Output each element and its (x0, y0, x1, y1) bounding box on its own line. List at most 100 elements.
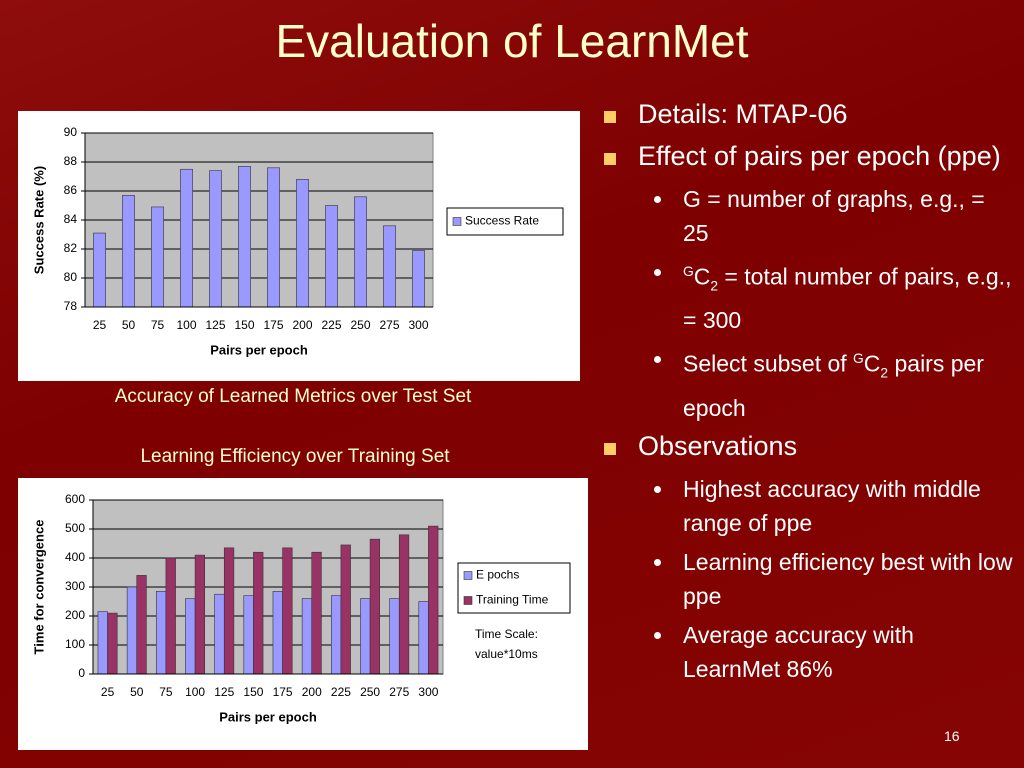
bar (126, 586, 138, 675)
y-tick-label: 0 (78, 666, 85, 680)
bullet-text: 2 (710, 278, 719, 294)
x-tick-label: 225 (331, 685, 351, 699)
x-tick-label: 100 (185, 685, 205, 699)
x-axis-label: Pairs per epoch (210, 342, 308, 357)
x-tick-label: 275 (389, 685, 409, 699)
y-tick-label: 90 (64, 125, 78, 139)
x-tick-label: 25 (93, 318, 107, 332)
bullet-text: Observations (638, 430, 798, 461)
bar (209, 170, 222, 308)
bullet-text: C (863, 350, 881, 377)
bar (428, 525, 439, 675)
y-axis-label: Time for convergence (31, 520, 46, 655)
bar (272, 591, 283, 675)
x-tick-label: 125 (214, 685, 234, 699)
bar (412, 250, 425, 308)
bar (398, 534, 410, 675)
bar (360, 598, 371, 675)
bar (369, 538, 381, 675)
bar (325, 205, 338, 308)
legend-label: E pochs (476, 568, 519, 582)
bar (194, 554, 206, 675)
bullet-text: Average accuracy with LearnMet 86% (683, 621, 914, 682)
bullet: Select subset of GC2 pairs per epoch (598, 342, 1014, 424)
x-tick-label: 150 (243, 685, 263, 699)
y-tick-label: 300 (65, 579, 85, 593)
x-tick-label: 175 (263, 318, 283, 332)
bar (180, 168, 193, 308)
bullet: Learning efficiency best with low ppe (598, 545, 1014, 613)
bullet-text: Select subset of (683, 350, 854, 377)
y-tick-label: 100 (65, 637, 85, 651)
bar (340, 544, 351, 675)
y-tick-label: 400 (65, 550, 85, 564)
x-tick-label: 200 (292, 318, 312, 332)
bullet-text: Highest accuracy with middle range of pp… (683, 475, 981, 536)
x-tick-label: 175 (273, 685, 293, 699)
x-tick-label: 100 (176, 318, 196, 332)
y-tick-label: 78 (64, 299, 78, 313)
bar (151, 206, 164, 308)
y-tick-label: 82 (64, 241, 78, 255)
x-tick-label: 75 (151, 318, 165, 332)
bullet-text: G = number of graphs, e.g., = 25 (683, 186, 985, 246)
annotation: value*10ms (475, 647, 538, 661)
x-tick-label: 50 (130, 685, 144, 699)
y-tick-label: 200 (65, 608, 85, 622)
bar (165, 557, 176, 675)
bar (107, 612, 118, 675)
slide-title: Evaluation of LearnMet (275, 15, 749, 67)
annotation: Time Scale: (475, 627, 538, 641)
bar (311, 551, 322, 675)
bar (354, 196, 367, 308)
x-tick-label: 225 (321, 318, 341, 332)
legend-label: Success Rate (465, 214, 539, 228)
bar (301, 598, 313, 675)
legend-swatch (463, 596, 473, 605)
y-tick-label: 80 (64, 270, 78, 284)
bar (155, 591, 167, 675)
x-tick-label: 200 (302, 685, 322, 699)
bullet-text: Details: MTAP-06 (638, 99, 848, 129)
x-tick-label: 250 (350, 318, 370, 332)
bar (330, 595, 342, 675)
bar (418, 601, 429, 675)
legend-label: Training Time (476, 593, 549, 607)
bullet-text: C (693, 263, 711, 290)
y-tick-label: 600 (65, 492, 85, 506)
legend-box (457, 562, 571, 614)
legend-box (446, 207, 564, 236)
bar (214, 593, 225, 675)
page-number: 16 (944, 728, 960, 744)
y-tick-label: 84 (64, 212, 78, 226)
bullet: Highest accuracy with middle range of pp… (598, 472, 1014, 540)
x-tick-label: 250 (360, 685, 380, 699)
x-tick-label: 25 (101, 685, 115, 699)
y-axis-label: Success Rate (%) (31, 166, 46, 274)
bullet-text: Learning efficiency best with low ppe (683, 548, 1013, 609)
bullet-text: pairs per epoch (683, 350, 984, 421)
bullet-text: G (683, 264, 694, 279)
bar (253, 551, 264, 675)
y-tick-label: 500 (65, 521, 85, 535)
bar (296, 179, 309, 308)
bullet: G = number of graphs, e.g., = 25 (598, 182, 1014, 250)
bullet: Observations (598, 430, 1014, 463)
bullet-text: G (853, 351, 864, 367)
x-tick-label: 50 (122, 318, 136, 332)
chart-caption: Learning Efficiency over Training Set (140, 446, 450, 467)
bar (282, 547, 293, 675)
bar (383, 225, 396, 308)
bullet: Average accuracy with LearnMet 86% (598, 618, 1014, 686)
bullet-text: 2 (880, 365, 889, 381)
legend-swatch (452, 217, 462, 226)
bullet: Effect of pairs per epoch (ppe) (598, 140, 1014, 173)
bullet-text: = total number of pairs, e.g., = 300 (683, 263, 1012, 334)
bar (93, 232, 106, 308)
x-axis-label: Pairs per epoch (219, 709, 317, 724)
x-tick-label: 275 (379, 318, 399, 332)
x-tick-label: 300 (408, 318, 428, 332)
chart-caption: Accuracy of Learned Metrics over Test Se… (115, 386, 472, 407)
